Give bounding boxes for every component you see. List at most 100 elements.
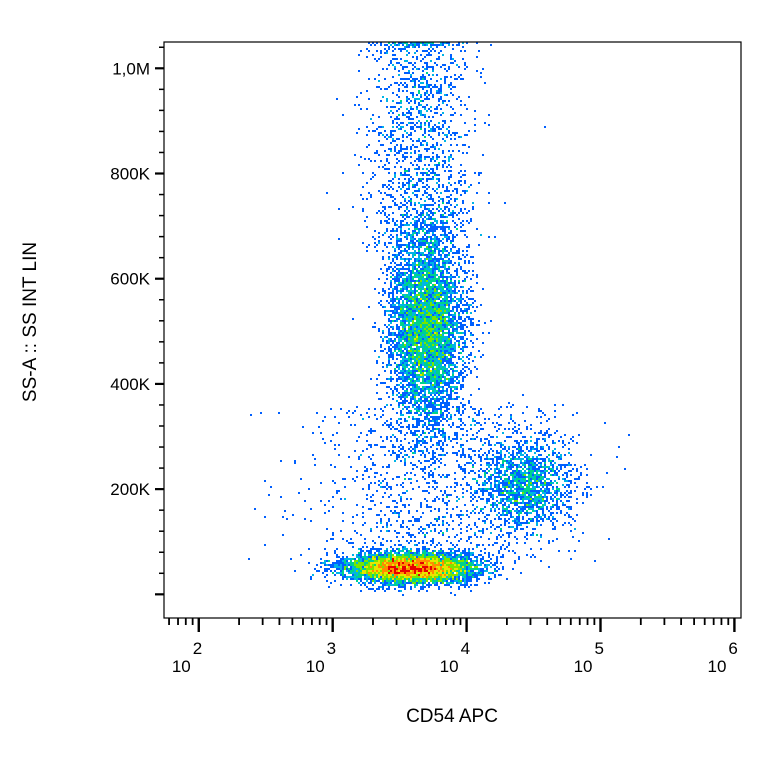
event-dot: [458, 314, 460, 316]
event-dot: [438, 422, 440, 424]
event-dot: [446, 358, 448, 360]
event-dot: [424, 352, 426, 354]
event-dot: [420, 290, 422, 292]
event-dot: [372, 326, 374, 328]
event-dot: [450, 154, 452, 156]
event-dot: [410, 366, 412, 368]
event-dot: [432, 338, 434, 340]
event-dot: [420, 346, 422, 348]
event-dot: [346, 570, 348, 572]
event-dot: [398, 108, 400, 110]
event-dot: [426, 184, 428, 186]
event-dot: [396, 312, 398, 314]
event-dot: [440, 420, 442, 422]
event-dot: [428, 406, 430, 408]
event-dot: [372, 562, 374, 564]
event-dot: [434, 376, 436, 378]
event-dot: [410, 564, 412, 566]
event-dot: [512, 516, 514, 518]
event-dot: [380, 552, 382, 554]
event-dot: [452, 508, 454, 510]
event-dot: [400, 418, 402, 420]
event-dot: [406, 540, 408, 542]
event-dot: [530, 556, 532, 558]
event-dot: [430, 402, 432, 404]
event-dot: [530, 504, 532, 506]
event-dot: [564, 480, 566, 482]
event-dot: [438, 424, 440, 426]
event-dot: [414, 566, 416, 568]
event-dot: [428, 344, 430, 346]
event-dot: [418, 218, 420, 220]
event-dot: [408, 314, 410, 316]
event-dot: [422, 342, 424, 344]
event-dot: [412, 344, 414, 346]
event-dot: [538, 480, 540, 482]
event-dot: [412, 268, 414, 270]
event-dot: [326, 528, 328, 530]
event-dot: [500, 530, 502, 532]
event-dot: [434, 582, 436, 584]
event-dot: [356, 570, 358, 572]
event-dot: [416, 146, 418, 148]
event-dot: [530, 482, 532, 484]
event-dot: [430, 272, 432, 274]
event-dot: [342, 172, 344, 174]
event-dot: [450, 54, 452, 56]
event-dot: [386, 438, 388, 440]
event-dot: [468, 576, 470, 578]
event-dot: [514, 560, 516, 562]
event-dot: [434, 298, 436, 300]
event-dot: [428, 402, 430, 404]
event-dot: [488, 500, 490, 502]
event-dot: [404, 368, 406, 370]
event-dot: [430, 568, 432, 570]
event-dot: [396, 292, 398, 294]
event-dot: [444, 336, 446, 338]
event-dot: [498, 508, 500, 510]
event-dot: [436, 574, 438, 576]
event-dot: [420, 560, 422, 562]
event-dot: [402, 42, 404, 44]
event-dot: [566, 500, 568, 502]
event-dot: [446, 260, 448, 262]
event-dot: [408, 392, 410, 394]
event-dot: [410, 246, 412, 248]
event-dot: [414, 576, 416, 578]
event-dot: [360, 562, 362, 564]
event-dot: [488, 498, 490, 500]
event-dot: [508, 486, 510, 488]
event-dot: [416, 234, 418, 236]
event-dot: [380, 572, 382, 574]
event-dot: [408, 340, 410, 342]
event-dot: [384, 492, 386, 494]
event-dot: [536, 456, 538, 458]
event-dot: [520, 512, 522, 514]
event-dot: [442, 102, 444, 104]
event-dot: [360, 560, 362, 562]
event-dot: [442, 202, 444, 204]
event-dot: [460, 566, 462, 568]
event-dot: [416, 304, 418, 306]
event-dot: [364, 568, 366, 570]
event-dot: [416, 550, 418, 552]
event-dot: [580, 472, 582, 474]
event-dot: [406, 278, 408, 280]
event-dot: [408, 304, 410, 306]
event-dot: [410, 146, 412, 148]
event-dot: [480, 408, 482, 410]
event-dot: [448, 272, 450, 274]
event-dot: [416, 568, 418, 570]
event-dot: [494, 426, 496, 428]
event-dot: [384, 578, 386, 580]
event-dot: [370, 582, 372, 584]
event-dot: [420, 112, 422, 114]
event-dot: [432, 560, 434, 562]
event-dot: [468, 210, 470, 212]
event-dot: [448, 366, 450, 368]
event-dot: [450, 566, 452, 568]
event-dot: [362, 562, 364, 564]
event-dot: [438, 408, 440, 410]
event-dot: [490, 572, 492, 574]
event-dot: [474, 566, 476, 568]
